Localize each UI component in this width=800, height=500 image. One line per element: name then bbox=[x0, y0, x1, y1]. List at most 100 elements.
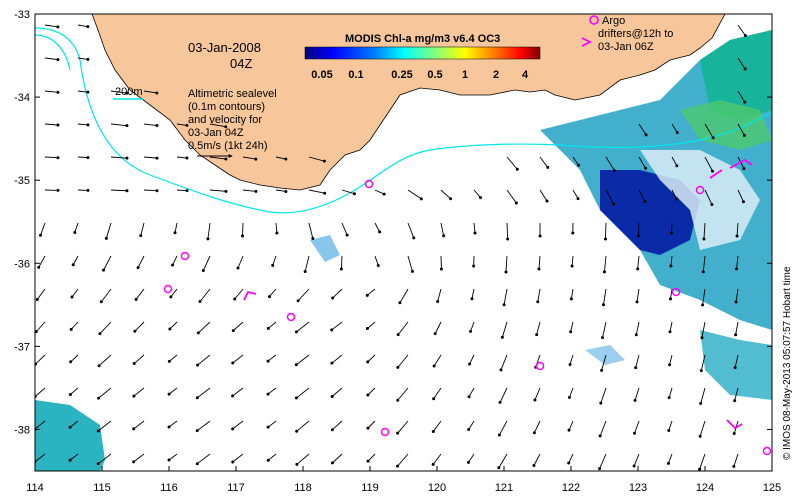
velocity-arrow bbox=[571, 255, 574, 266]
velocity-arrow bbox=[36, 288, 46, 300]
velocity-arrow-head bbox=[56, 123, 60, 127]
velocity-arrow-head bbox=[667, 428, 671, 432]
sealevel-legend: Altimetric sealevel (0.1m contours) and … bbox=[188, 88, 277, 158]
velocity-arrow-head bbox=[366, 426, 370, 430]
colorbar-tick-label: 1 bbox=[462, 69, 468, 81]
velocity-arrow bbox=[168, 420, 178, 428]
y-tick-label: -34 bbox=[14, 92, 30, 104]
velocity-arrow bbox=[533, 453, 541, 466]
isobath-200m-line bbox=[35, 27, 772, 214]
velocity-arrow bbox=[506, 156, 518, 170]
velocity-arrow-head bbox=[410, 269, 414, 273]
velocity-arrow-head bbox=[644, 133, 648, 137]
velocity-arrow-head bbox=[741, 200, 745, 204]
velocity-arrow bbox=[601, 354, 607, 371]
sealevel-line-5: 0.5m/s (1kt 24h) bbox=[188, 140, 267, 152]
x-axis: 114 115 116 117 118 119 120 121 122 123 124 125 bbox=[26, 466, 781, 494]
velocity-arrow-head bbox=[675, 131, 679, 135]
velocity-arrow bbox=[468, 453, 475, 463]
argo-float-marker bbox=[163, 284, 173, 294]
velocity-arrow bbox=[234, 288, 244, 300]
velocity-arrow-head bbox=[294, 363, 298, 367]
velocity-arrow-head bbox=[567, 395, 571, 399]
velocity-arrow-head bbox=[643, 200, 647, 204]
velocity-arrow-head bbox=[669, 264, 673, 268]
argo-legend-line-3: 03-Jan 06Z bbox=[598, 41, 654, 53]
velocity-arrow-head bbox=[612, 202, 616, 206]
velocity-arrow-head bbox=[396, 398, 400, 402]
velocity-arrow-head bbox=[339, 267, 343, 271]
velocity-arrow bbox=[374, 222, 380, 233]
velocity-arrow bbox=[297, 288, 310, 302]
velocity-arrow bbox=[670, 255, 673, 266]
velocity-arrow bbox=[133, 387, 145, 397]
velocity-arrow bbox=[143, 90, 157, 94]
velocity-arrow bbox=[498, 453, 508, 469]
velocity-arrow bbox=[275, 189, 286, 192]
velocity-arrow bbox=[98, 354, 112, 367]
velocity-arrow-head bbox=[734, 333, 738, 337]
velocity-arrow-head bbox=[569, 297, 573, 301]
velocity-arrow-head bbox=[602, 270, 606, 274]
velocity-arrow-head bbox=[68, 458, 72, 462]
velocity-arrow bbox=[35, 321, 46, 332]
velocity-arrow-head bbox=[636, 267, 640, 271]
velocity-arrow-head bbox=[86, 90, 90, 94]
y-tick-label: -35 bbox=[14, 175, 30, 187]
velocity-arrow-head bbox=[532, 431, 536, 435]
velocity-arrow bbox=[331, 354, 343, 364]
velocity-arrow bbox=[700, 387, 706, 404]
velocity-arrow-head bbox=[668, 330, 672, 334]
velocity-arrow-head bbox=[37, 265, 41, 269]
velocity-arrow-head bbox=[533, 398, 537, 402]
sealevel-line-4: 03-Jan 04Z bbox=[188, 127, 244, 139]
velocity-arrow bbox=[168, 453, 178, 461]
velocity-arrow bbox=[599, 420, 607, 437]
argo-legend-track bbox=[581, 37, 593, 47]
velocity-arrow-head bbox=[734, 300, 738, 304]
velocity-arrow-head bbox=[535, 333, 539, 337]
velocity-arrow bbox=[498, 420, 508, 436]
velocity-arrow-head bbox=[195, 462, 199, 466]
velocity-arrow bbox=[473, 222, 476, 233]
velocity-arrow bbox=[275, 156, 286, 160]
velocity-arrow bbox=[267, 453, 277, 461]
velocity-arrow bbox=[110, 156, 127, 159]
velocity-arrow-head bbox=[224, 125, 228, 129]
velocity-arrow bbox=[668, 420, 673, 431]
velocity-arrow bbox=[734, 387, 739, 401]
velocity-arrow-head bbox=[352, 192, 356, 196]
x-tick-label: 124 bbox=[696, 482, 714, 494]
x-tick-label: 123 bbox=[629, 482, 647, 494]
velocity-arrow-head bbox=[667, 396, 671, 400]
velocity-arrow bbox=[269, 288, 277, 297]
velocity-arrow bbox=[267, 387, 277, 395]
velocity-arrow-head bbox=[196, 363, 200, 367]
velocity-arrow-head bbox=[155, 189, 159, 193]
velocity-arrow-head bbox=[56, 156, 60, 160]
velocity-arrow bbox=[570, 288, 574, 299]
velocity-arrow-head bbox=[632, 464, 636, 468]
velocity-arrows bbox=[35, 24, 747, 471]
velocity-arrow bbox=[603, 288, 607, 305]
velocity-arrow-head bbox=[231, 427, 235, 431]
velocity-arrow bbox=[735, 288, 739, 302]
velocity-arrow-head bbox=[636, 234, 640, 238]
velocity-arrow bbox=[340, 255, 343, 270]
velocity-arrow bbox=[304, 255, 310, 272]
velocity-arrow bbox=[397, 354, 409, 368]
velocity-arrow bbox=[704, 189, 713, 205]
velocity-arrow bbox=[267, 420, 277, 428]
velocity-arrow-head bbox=[742, 167, 746, 171]
velocity-arrow-head bbox=[439, 267, 443, 271]
velocity-arrow bbox=[77, 24, 88, 28]
velocity-arrow bbox=[367, 387, 376, 396]
velocity-arrow bbox=[670, 222, 673, 234]
velocity-arrow-head bbox=[198, 299, 202, 303]
sealevel-line-1: Altimetric sealevel bbox=[188, 88, 277, 100]
velocity-arrow bbox=[572, 189, 579, 199]
velocity-arrow bbox=[143, 123, 157, 127]
velocity-arrow-head bbox=[396, 464, 400, 468]
velocity-arrow-head bbox=[366, 459, 370, 463]
velocity-arrow bbox=[735, 321, 739, 335]
